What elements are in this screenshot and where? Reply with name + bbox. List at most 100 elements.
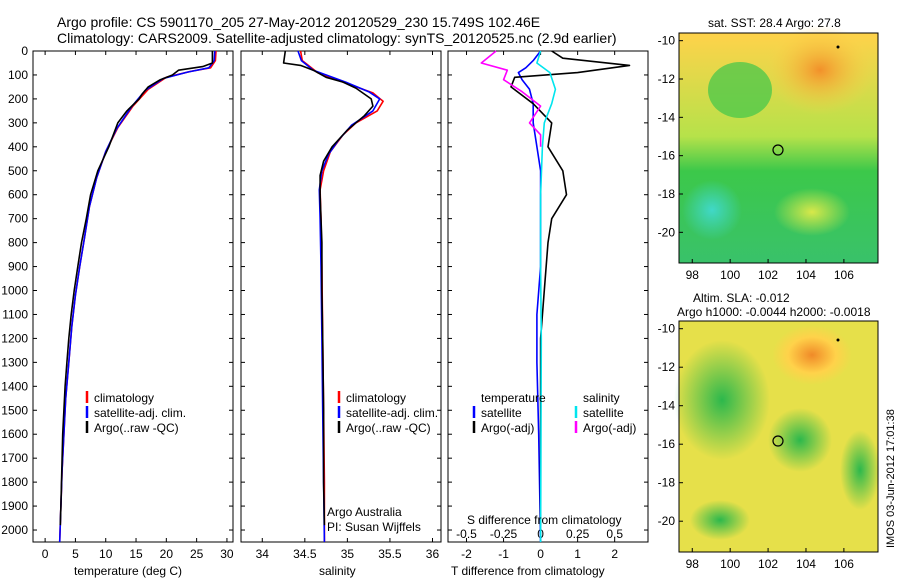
s-tick-label: 0.5 xyxy=(606,527,623,541)
legend-label-argo: Argo(..raw -QC) xyxy=(346,421,431,435)
sla-low-patch-center xyxy=(768,408,832,472)
depth-tick-label: 1600 xyxy=(1,427,28,441)
map-y-tick-label: -10 xyxy=(658,322,676,336)
map-x-tick-label: 100 xyxy=(720,557,740,571)
map-x-tick-label: 104 xyxy=(796,557,816,571)
map-x-tick-label: 98 xyxy=(686,268,700,282)
map-y-tick-label: -12 xyxy=(658,360,676,374)
sla-high-patch xyxy=(772,325,852,385)
map-y-tick-label: -12 xyxy=(658,72,676,86)
sla-marker-dot xyxy=(836,338,840,342)
sst-warm-patch xyxy=(765,25,875,115)
difference-legend: temperature salinity satellite Argo(-adj… xyxy=(472,391,636,435)
temperature-x-axis: 0 5 10 15 20 25 30 xyxy=(42,51,234,561)
x-tick-label: 34.5 xyxy=(293,547,317,561)
temperature-x-label: temperature (deg C) xyxy=(74,564,182,578)
salinity-annotation-1: Argo Australia xyxy=(327,505,402,519)
x-tick-label: 5 xyxy=(72,547,79,561)
x-tick-label: 25 xyxy=(190,547,204,561)
sla-map-title-2: Argo h1000: -0.0044 h2000: -0.0018 xyxy=(677,305,871,319)
map-x-tick-label: 106 xyxy=(834,268,854,282)
series-line xyxy=(58,50,217,543)
legend-title-salinity: salinity xyxy=(583,391,620,405)
x-tick-label: 15 xyxy=(129,547,143,561)
sst-green-patch xyxy=(708,62,772,118)
x-tick-label: 30 xyxy=(220,547,234,561)
map-y-tick-label: -14 xyxy=(658,399,676,413)
legend-label-sal-satellite: satellite xyxy=(583,406,624,420)
series-line xyxy=(536,50,557,543)
series-line xyxy=(58,50,216,543)
sst-map-axes: 98 100 102 104 106 -10 -12 -14 -16 -18 -20 xyxy=(658,34,855,282)
map-y-tick-label: -20 xyxy=(658,225,676,239)
temperature-panel-frame xyxy=(32,50,234,543)
depth-tick-label: 1900 xyxy=(1,499,28,513)
map-x-tick-label: 100 xyxy=(720,268,740,282)
sla-low-patch-south xyxy=(690,500,750,540)
depth-tick-label: 100 xyxy=(8,68,28,82)
sst-map xyxy=(678,25,879,264)
temperature-legend: climatology satellite-adj. clim. Argo(..… xyxy=(85,391,186,435)
legend-label-satellite: satellite-adj. clim. xyxy=(346,406,438,420)
depth-tick-label: 1800 xyxy=(1,475,28,489)
s-tick-label: 0.25 xyxy=(566,527,590,541)
depth-tick-label: 1500 xyxy=(1,403,28,417)
x-tick-label: 34 xyxy=(256,547,270,561)
x-tick-label: 0 xyxy=(537,547,544,561)
s-tick-label: -0.5 xyxy=(456,527,477,541)
series-line xyxy=(282,50,374,526)
sst-map-frame xyxy=(678,32,879,264)
legend-title-temperature: temperature xyxy=(481,391,546,405)
salinity-x-axis: 34 34.5 35 35.5 36 xyxy=(256,51,439,561)
salinity-legend: climatology satellite-adj. clim. Argo(..… xyxy=(337,391,438,435)
x-tick-label: -1 xyxy=(498,547,509,561)
series-line xyxy=(297,50,381,543)
depth-tick-label: 900 xyxy=(8,260,28,274)
legend-label-argo: Argo(..raw -QC) xyxy=(94,421,179,435)
map-y-tick-label: -16 xyxy=(658,437,676,451)
sla-map-frame xyxy=(678,320,879,553)
sst-argo-marker xyxy=(772,144,784,156)
depth-tick-label: 0 xyxy=(21,44,28,58)
sla-map-title-1: Altim. SLA: -0.012 xyxy=(693,291,790,305)
depth-tick-label: 2000 xyxy=(1,523,28,537)
map-y-tick-label: -16 xyxy=(658,149,676,163)
series-line xyxy=(517,50,542,543)
difference-top-label: S difference from climatology xyxy=(467,513,622,527)
s-tick-label: -0.25 xyxy=(490,527,518,541)
map-x-tick-label: 106 xyxy=(834,557,854,571)
series-line xyxy=(510,50,631,526)
sst-yellow-patch xyxy=(774,188,850,236)
sla-low-patch-west xyxy=(674,340,770,460)
depth-tick-label: 1400 xyxy=(1,379,28,393)
depth-tick-label: 300 xyxy=(8,116,28,130)
x-tick-label: 20 xyxy=(160,547,174,561)
map-x-tick-label: 102 xyxy=(758,268,778,282)
depth-tick-label: 200 xyxy=(8,92,28,106)
x-tick-label: 2 xyxy=(611,547,618,561)
x-tick-label: 0 xyxy=(42,547,49,561)
sla-map-axes: 98 100 102 104 106 -10 -12 -14 -16 -18 -20 xyxy=(658,322,855,571)
temperature-profiles xyxy=(58,50,217,543)
legend-label-sal-argo: Argo(-adj) xyxy=(583,421,636,435)
map-y-tick-label: -14 xyxy=(658,110,676,124)
sst-marker-dot xyxy=(836,45,840,49)
salinity-x-label: salinity xyxy=(319,564,356,578)
difference-profiles xyxy=(480,50,631,543)
legend-label-satellite: satellite-adj. clim. xyxy=(94,406,186,420)
difference-panel-frame xyxy=(447,50,649,543)
difference-x-label: T difference from climatology xyxy=(451,564,605,578)
title-line-2: Climatology: CARS2009. Satellite-adjuste… xyxy=(57,30,617,46)
map-y-tick-label: -10 xyxy=(658,34,676,48)
depth-tick-label: 600 xyxy=(8,188,28,202)
salinity-annotation-2: PI: Susan Wijffels xyxy=(327,520,421,534)
salinity-panel-frame xyxy=(240,50,442,543)
depth-tick-label: 1700 xyxy=(1,451,28,465)
series-line xyxy=(480,50,542,147)
x-tick-label: 10 xyxy=(99,547,113,561)
map-x-tick-label: 98 xyxy=(686,557,700,571)
depth-tick-label: 1100 xyxy=(2,307,28,321)
title-line-1: Argo profile: CS 5901170_205 27-May-2012… xyxy=(57,14,540,30)
sst-cyan-patch xyxy=(682,180,742,240)
